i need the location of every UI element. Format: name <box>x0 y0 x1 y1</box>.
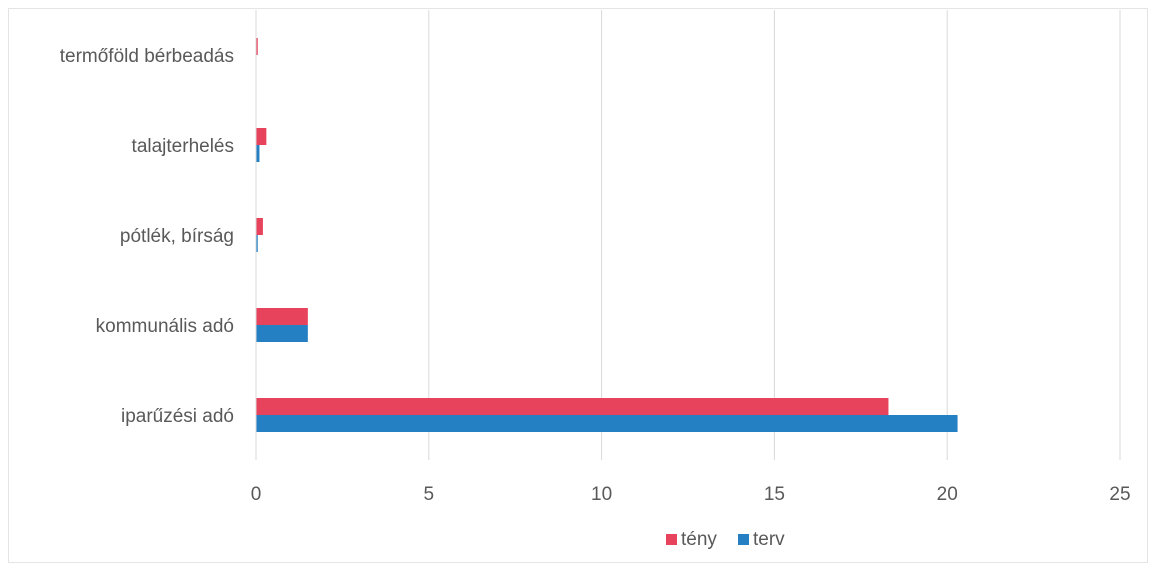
x-tick-label-25: 25 <box>1109 484 1130 505</box>
x-tick-label-0: 0 <box>251 484 262 505</box>
bar-terv-3 <box>256 145 260 162</box>
chart-frame <box>8 8 1148 563</box>
legend-swatch-tény <box>666 534 677 545</box>
bar-terv-1 <box>256 325 308 342</box>
x-tick-label-15: 15 <box>764 484 785 505</box>
bar-terv-0 <box>256 415 958 432</box>
legend-label-tény: tény <box>681 529 717 550</box>
category-label-0: iparűzési adó <box>121 406 234 427</box>
bar-tény-1 <box>256 308 308 325</box>
category-label-3: talajterhelés <box>132 136 234 157</box>
bar-tény-3 <box>256 128 267 145</box>
bar-tény-0 <box>256 398 889 415</box>
x-tick-label-20: 20 <box>937 484 958 505</box>
category-label-1: kommunális adó <box>96 316 234 337</box>
x-tick-label-5: 5 <box>424 484 435 505</box>
legend-label-terv: terv <box>753 529 785 550</box>
category-label-2: pótlék, bírság <box>120 226 234 247</box>
category-label-4: termőföld bérbeadás <box>60 46 234 67</box>
bar-tény-2 <box>256 218 263 235</box>
x-tick-label-10: 10 <box>591 484 612 505</box>
bar-terv-2 <box>256 235 258 252</box>
bar-tény-4 <box>256 38 258 55</box>
legend-swatch-terv <box>738 534 749 545</box>
